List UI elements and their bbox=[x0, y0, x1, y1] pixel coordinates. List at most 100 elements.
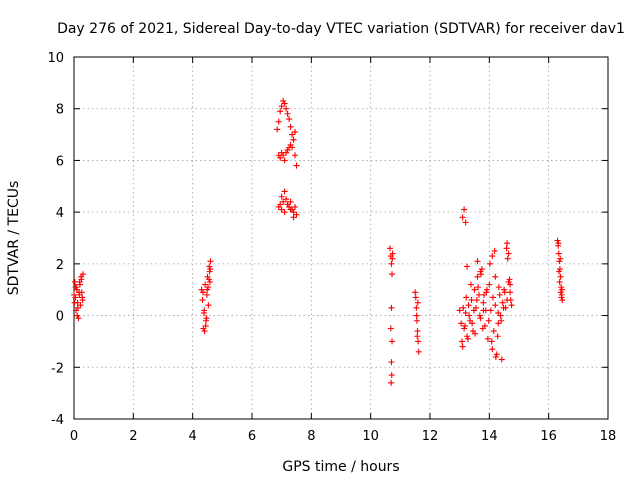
data-point bbox=[199, 297, 206, 304]
data-point bbox=[287, 123, 294, 130]
x-tick-label: 12 bbox=[422, 429, 439, 444]
data-point bbox=[289, 131, 296, 138]
data-point bbox=[504, 240, 511, 247]
data-point bbox=[488, 338, 495, 345]
data-point bbox=[206, 268, 213, 275]
data-point bbox=[557, 255, 564, 262]
data-point bbox=[495, 320, 502, 327]
data-point bbox=[480, 299, 487, 306]
y-tick-label: -4 bbox=[51, 413, 64, 428]
data-point bbox=[492, 302, 499, 309]
data-point bbox=[464, 263, 471, 270]
data-point bbox=[507, 281, 514, 288]
data-point bbox=[78, 289, 85, 296]
data-point bbox=[486, 260, 493, 267]
data-point bbox=[415, 338, 422, 345]
data-point bbox=[458, 320, 465, 327]
data-point bbox=[497, 312, 504, 319]
data-point bbox=[496, 291, 503, 298]
data-point bbox=[470, 307, 477, 314]
data-point bbox=[388, 260, 395, 267]
data-point bbox=[286, 116, 293, 123]
data-point bbox=[498, 356, 505, 363]
data-point bbox=[205, 302, 212, 309]
data-point bbox=[207, 266, 214, 273]
data-point bbox=[459, 338, 466, 345]
data-point bbox=[487, 307, 494, 314]
series-pass-16.4h bbox=[554, 237, 566, 304]
data-point bbox=[76, 278, 83, 285]
x-tick-label: 2 bbox=[129, 429, 137, 444]
data-point bbox=[467, 281, 474, 288]
data-point bbox=[281, 209, 288, 216]
x-tick-label: 10 bbox=[362, 429, 379, 444]
data-point bbox=[468, 297, 475, 304]
x-tick-label: 8 bbox=[307, 429, 315, 444]
data-point bbox=[206, 263, 213, 270]
data-point bbox=[389, 255, 396, 262]
data-point bbox=[555, 240, 562, 247]
data-point bbox=[207, 258, 214, 265]
data-point bbox=[501, 289, 508, 296]
data-point bbox=[462, 219, 469, 226]
y-axis-title: SDTVAR / TECUs bbox=[6, 181, 22, 296]
data-point bbox=[558, 284, 565, 291]
data-point bbox=[413, 317, 420, 324]
data-point bbox=[389, 250, 396, 257]
series-pass-7.1h-upper bbox=[274, 97, 300, 169]
data-point bbox=[287, 198, 294, 205]
data-point bbox=[508, 302, 515, 309]
data-point bbox=[414, 333, 421, 340]
data-point bbox=[284, 201, 291, 208]
data-point bbox=[461, 325, 468, 332]
y-tick-label: 8 bbox=[56, 103, 64, 118]
data-point bbox=[485, 317, 492, 324]
data-point bbox=[78, 273, 85, 280]
data-point bbox=[290, 209, 297, 216]
data-point bbox=[284, 110, 291, 117]
data-point bbox=[79, 297, 86, 304]
grid-lines bbox=[74, 57, 608, 419]
data-point bbox=[463, 294, 470, 301]
x-tick-label: 4 bbox=[189, 429, 197, 444]
series-pass-10.7h bbox=[386, 245, 396, 386]
x-tick-label: 0 bbox=[70, 429, 78, 444]
data-point bbox=[556, 266, 563, 273]
data-point bbox=[74, 312, 81, 319]
data-point bbox=[290, 136, 297, 143]
data-point bbox=[477, 315, 484, 322]
data-point bbox=[201, 328, 208, 335]
data-point bbox=[557, 289, 564, 296]
data-point bbox=[478, 271, 485, 278]
data-point bbox=[290, 214, 297, 221]
series-pass-13-15h bbox=[456, 206, 515, 363]
data-point bbox=[558, 294, 565, 301]
data-point bbox=[556, 278, 563, 285]
data-point bbox=[203, 315, 210, 322]
data-point bbox=[412, 289, 419, 296]
data-point bbox=[278, 206, 285, 213]
data-point bbox=[281, 157, 288, 164]
data-point bbox=[389, 271, 396, 278]
data-point bbox=[459, 214, 466, 221]
data-point bbox=[556, 268, 563, 275]
data-point bbox=[287, 206, 294, 213]
series-pass-0.0h bbox=[71, 271, 86, 322]
data-point bbox=[489, 253, 496, 260]
data-point bbox=[388, 359, 395, 366]
data-point bbox=[556, 258, 563, 265]
data-point bbox=[206, 278, 213, 285]
data-point bbox=[464, 335, 471, 342]
data-point bbox=[500, 304, 507, 311]
data-point bbox=[277, 201, 284, 208]
data-point bbox=[474, 258, 481, 265]
data-point bbox=[75, 315, 82, 322]
series-pass-7.1h-lower bbox=[275, 188, 300, 221]
data-point bbox=[205, 284, 212, 291]
data-point bbox=[281, 100, 288, 107]
x-tick-label: 6 bbox=[248, 429, 256, 444]
data-point bbox=[388, 304, 395, 311]
data-point bbox=[204, 286, 211, 293]
data-point bbox=[74, 304, 81, 311]
data-point bbox=[280, 152, 287, 159]
